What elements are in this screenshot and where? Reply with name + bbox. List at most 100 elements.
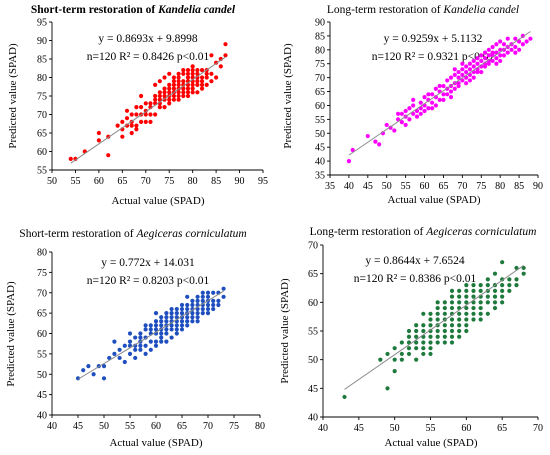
data-point [143,351,148,356]
data-point [507,277,512,282]
data-point [457,311,462,316]
data-point [134,112,139,117]
data-point [221,286,226,291]
data-point [185,294,190,299]
data-point [441,83,446,89]
x-tick-label: 65 [177,421,187,432]
regression-line [344,265,524,390]
x-tick-label: 60 [461,423,471,434]
y-tick-label: 70 [308,241,318,252]
data-point [133,335,138,340]
data-point [449,305,455,311]
data-point [471,58,476,64]
y-tick-label: 45 [308,384,318,395]
data-point [181,82,186,87]
data-point [384,122,389,128]
data-point [200,306,205,312]
data-point [134,105,139,110]
data-point [176,90,181,95]
x-tick-label: 45 [73,421,83,432]
data-point [162,93,167,99]
data-point [171,79,177,84]
data-point [185,71,191,76]
data-point [350,147,355,153]
data-point [169,306,174,312]
data-point [129,123,134,128]
data-point [174,327,179,332]
data-point [195,315,200,320]
y-tick-label: 65 [37,129,47,140]
x-tick-label: 75 [164,176,174,187]
x-tick-label: 50 [99,421,109,432]
data-point [498,39,503,44]
x-tick-label: 60 [151,421,161,432]
data-point [157,79,162,84]
data-point [176,97,181,102]
data-point [162,105,167,110]
data-point [199,68,205,73]
data-point [190,64,195,69]
data-point [148,323,153,328]
data-point [185,68,191,73]
y-tick-label: 50 [37,370,47,381]
data-point [174,311,179,316]
x-tick-label: 50 [47,176,57,187]
data-point [464,300,469,305]
data-point [138,105,144,110]
data-point [169,327,174,332]
data-point [428,328,433,334]
data-point [195,68,200,73]
data-point [521,271,526,276]
data-point [435,300,440,305]
data-point [143,119,148,124]
y-axis-label: Predicted value (SPAD) [279,278,291,384]
data-point [346,158,352,164]
data-point [442,305,447,311]
data-point [190,86,195,91]
data-point [190,90,195,95]
chart-title-prefix: Long-term restoration of [327,4,444,16]
data-point [153,82,158,87]
data-point [500,283,505,288]
x-tick-label: 80 [255,421,265,432]
data-point [377,142,382,147]
data-point [528,36,533,41]
data-point [148,327,153,332]
data-point [159,323,164,328]
data-point [129,112,134,117]
data-point [143,343,148,348]
data-point [195,71,200,76]
data-point [514,283,519,288]
data-point [127,331,133,336]
data-point [448,75,454,80]
x-tick-label: 55 [426,423,436,434]
data-point [421,328,426,334]
data-point [464,81,469,86]
data-point [153,112,158,117]
data-point [399,340,404,345]
data-point [442,340,447,345]
data-point [464,69,469,75]
x-tick-label: 55 [401,181,411,192]
y-tick-label: 70 [37,110,47,121]
data-point [157,105,162,110]
data-point [171,82,177,87]
data-point [211,302,216,308]
data-point [457,294,462,299]
data-point [204,75,209,80]
data-point [195,90,200,95]
data-point [452,67,457,72]
data-point [138,347,143,352]
x-tick-label: 65 [117,176,127,187]
data-point [464,317,469,322]
data-point [181,93,186,99]
regression-line [70,56,226,164]
data-point [174,331,179,336]
y-tick-label: 85 [37,55,47,66]
data-point [449,340,455,345]
data-point [514,265,519,271]
y-tick-label: 75 [37,92,47,103]
data-point [494,61,499,66]
data-point [153,97,158,102]
regression-line [77,290,224,380]
